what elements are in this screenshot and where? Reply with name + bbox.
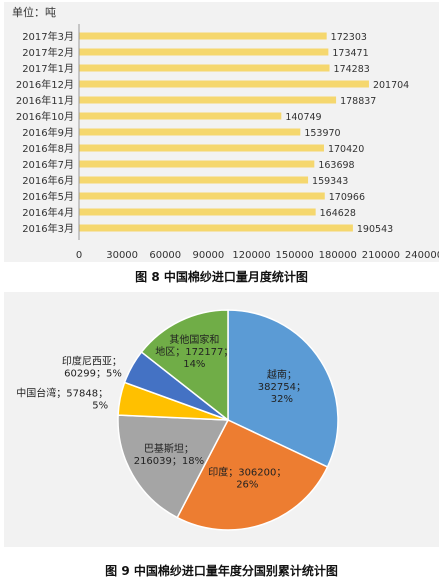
- x-tick-label: 30000: [106, 250, 138, 261]
- unit-label: 单位：吨: [12, 5, 56, 19]
- category-label: 2016年10月: [16, 110, 74, 123]
- bar-value-label: 140749: [285, 112, 321, 123]
- bar-value-label: 153970: [304, 128, 340, 139]
- bar-value-label: 201704: [373, 80, 409, 91]
- bar-value-label: 190543: [357, 224, 393, 235]
- x-tick-label: 120000: [232, 250, 270, 261]
- bar-value-label: 170966: [329, 192, 365, 203]
- bar: [79, 96, 337, 104]
- bar: [79, 208, 316, 216]
- x-tick-label: 210000: [362, 250, 400, 261]
- country-import-pie-chart: 越南； 382754； 32% 印度；306200； 26%巴基斯坦； 216039；18…: [16, 309, 339, 531]
- bar: [79, 192, 325, 200]
- pie-slice-label: 越南； 382754； 32%: [258, 368, 306, 405]
- category-label: 2017年2月: [22, 46, 74, 59]
- pie-slice-label: 其他国家和地区；172177； 14%: [155, 333, 233, 370]
- pie-slice: [176, 419, 329, 531]
- bar: [79, 144, 324, 152]
- x-tick-label: 0: [76, 250, 82, 261]
- category-label: 2016年7月: [22, 158, 74, 171]
- category-label: 2016年3月: [22, 222, 74, 235]
- bar: [79, 64, 330, 72]
- bar-value-label: 164628: [320, 208, 356, 219]
- category-label: 2016年5月: [22, 190, 74, 203]
- category-label: 2016年4月: [22, 206, 74, 219]
- bar-value-label: 170420: [328, 144, 364, 155]
- bar: [79, 176, 309, 184]
- x-tick-label: 90000: [192, 250, 224, 261]
- pie-slice-label: 印度；306200； 26%: [208, 465, 286, 490]
- pie-slice-label: 巴基斯坦； 216039；18%: [134, 442, 204, 467]
- pie-slice: [140, 309, 229, 422]
- pie-slice: [227, 309, 339, 468]
- category-label: 2016年12月: [16, 78, 74, 91]
- bar: [79, 48, 329, 56]
- bar: [79, 32, 327, 40]
- x-tick-label: 240000: [405, 250, 439, 261]
- category-label: 2016年9月: [22, 126, 74, 139]
- x-tick-label: 180000: [319, 250, 357, 261]
- bar-value-label: 178837: [340, 96, 376, 107]
- category-label: 2016年11月: [16, 94, 74, 107]
- bar-value-label: 173471: [332, 48, 368, 59]
- pie-chart-caption: 图 9 中国棉纱进口量年度分国别累计统计图: [105, 564, 338, 578]
- monthly-import-bar-chart: 单位：吨 2017年3月 172303 2017年2月 173471 2017年1月 174…: [12, 5, 443, 261]
- bar: [79, 128, 301, 136]
- bar-chart-caption: 图 8 中国棉纱进口量月度统计图: [135, 270, 308, 284]
- bar: [79, 80, 369, 88]
- pie-slice-label: 印度尼西亚； 60299；5%: [62, 355, 122, 380]
- bar-value-label: 174283: [334, 64, 370, 75]
- bar-value-label: 163698: [318, 160, 354, 171]
- category-label: 2016年6月: [22, 174, 74, 187]
- bar: [79, 224, 353, 232]
- bar-value-label: 159343: [312, 176, 348, 187]
- x-tick-label: 60000: [149, 250, 181, 261]
- pie-slice: [117, 414, 230, 519]
- x-tick-label: 150000: [276, 250, 314, 261]
- pie-slice-label: 中国台湾；57848； 5%: [16, 386, 108, 411]
- category-label: 2017年1月: [22, 62, 74, 75]
- bar-chart-panel: 单位：吨 2017年3月 172303 2017年2月 173471 2017年1月 174…: [4, 2, 443, 262]
- category-label: 2016年8月: [22, 142, 74, 155]
- bar: [79, 160, 315, 168]
- category-label: 2017年3月: [22, 30, 74, 43]
- bar-value-label: 172303: [331, 32, 367, 43]
- pie-chart-panel: 越南； 382754； 32% 印度；306200； 26% 巴基斯坦； 216039；18…: [4, 292, 439, 547]
- bar: [79, 112, 282, 120]
